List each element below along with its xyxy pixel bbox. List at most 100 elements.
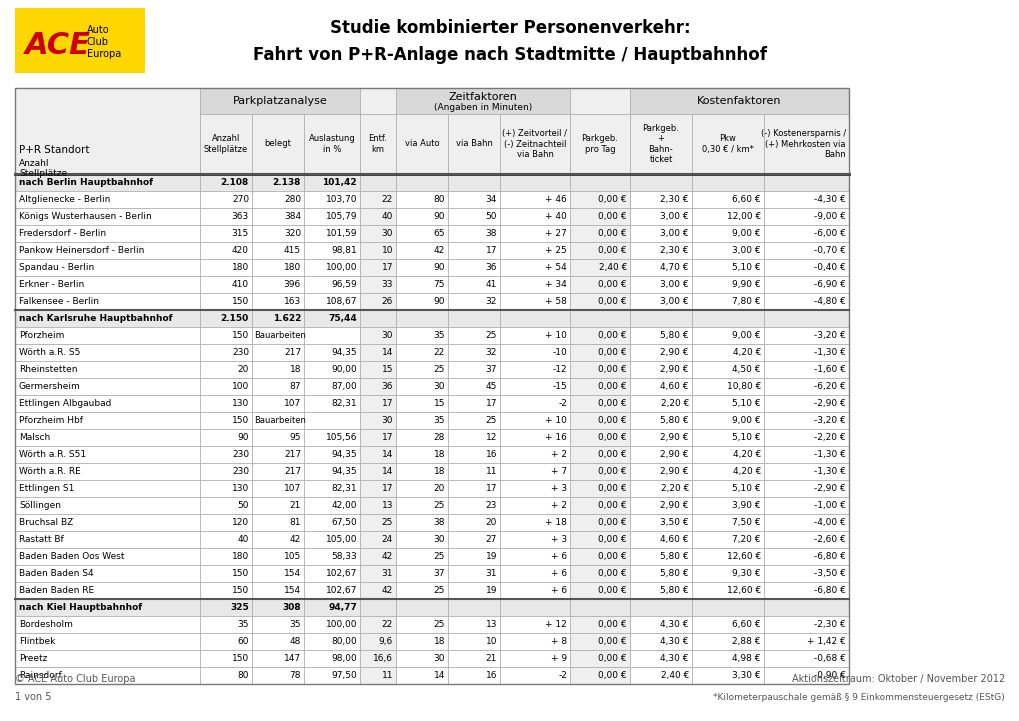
Text: Preetz: Preetz: [19, 654, 47, 663]
Bar: [763, 565, 848, 582]
Text: 4,20 €: 4,20 €: [732, 467, 760, 476]
Bar: [763, 599, 848, 616]
Text: P+R Standort: P+R Standort: [19, 145, 90, 155]
Text: 100,00: 100,00: [325, 620, 357, 629]
Bar: [630, 395, 691, 412]
Text: via Bahn: via Bahn: [455, 139, 492, 149]
Text: 94,77: 94,77: [328, 603, 357, 612]
Bar: [763, 531, 848, 548]
Text: 0,00 €: 0,00 €: [598, 280, 627, 289]
Bar: [304, 531, 360, 548]
Bar: [499, 191, 570, 208]
Text: Rainsdorf: Rainsdorf: [19, 671, 62, 680]
Text: 180: 180: [231, 263, 249, 272]
Text: 105,79: 105,79: [325, 212, 357, 221]
Bar: [570, 565, 630, 582]
Text: + 12: + 12: [545, 620, 567, 629]
Text: 12,60 €: 12,60 €: [726, 586, 760, 595]
Bar: [499, 114, 570, 174]
Bar: [15, 8, 145, 73]
Text: 280: 280: [283, 195, 301, 204]
Bar: [360, 293, 395, 310]
Text: 82,31: 82,31: [331, 399, 357, 408]
Text: 75: 75: [433, 280, 444, 289]
Text: 13: 13: [381, 501, 392, 510]
Text: ACE: ACE: [25, 32, 91, 61]
Text: Pforzheim Hbf: Pforzheim Hbf: [19, 416, 83, 425]
Bar: [691, 395, 763, 412]
Text: 0,00 €: 0,00 €: [598, 467, 627, 476]
Bar: [304, 582, 360, 599]
Text: 107: 107: [283, 399, 301, 408]
Bar: [630, 531, 691, 548]
Bar: [200, 327, 252, 344]
Bar: [499, 463, 570, 480]
Bar: [570, 242, 630, 259]
Text: Falkensee - Berlin: Falkensee - Berlin: [19, 297, 99, 306]
Text: 42,00: 42,00: [331, 501, 357, 510]
Text: Anzahl: Anzahl: [19, 159, 50, 169]
Text: 100,00: 100,00: [325, 263, 357, 272]
Bar: [304, 310, 360, 327]
Text: 6,60 €: 6,60 €: [732, 620, 760, 629]
Text: 105,00: 105,00: [325, 535, 357, 544]
Text: + 18: + 18: [544, 518, 567, 527]
Bar: [252, 378, 304, 395]
Bar: [304, 208, 360, 225]
Bar: [763, 497, 848, 514]
Bar: [15, 616, 200, 633]
Text: 230: 230: [231, 467, 249, 476]
Text: 2,90 €: 2,90 €: [660, 348, 688, 357]
Bar: [360, 463, 395, 480]
Text: 120: 120: [231, 518, 249, 527]
Text: 45: 45: [485, 382, 496, 391]
Bar: [304, 616, 360, 633]
Text: 108,67: 108,67: [325, 297, 357, 306]
Bar: [395, 565, 447, 582]
Text: 98,00: 98,00: [331, 654, 357, 663]
Bar: [630, 514, 691, 531]
Bar: [252, 429, 304, 446]
Text: 4,98 €: 4,98 €: [732, 654, 760, 663]
Bar: [252, 412, 304, 429]
Text: 36: 36: [381, 382, 392, 391]
Bar: [200, 395, 252, 412]
Text: 37: 37: [433, 569, 444, 578]
Text: Auslastung
in %: Auslastung in %: [309, 134, 355, 154]
Bar: [200, 378, 252, 395]
Bar: [763, 310, 848, 327]
Bar: [763, 667, 848, 684]
Text: 42: 42: [433, 246, 444, 255]
Bar: [200, 616, 252, 633]
Text: + 3: + 3: [550, 535, 567, 544]
Bar: [200, 412, 252, 429]
Bar: [304, 114, 360, 174]
Text: 40: 40: [237, 535, 249, 544]
Text: 81: 81: [289, 518, 301, 527]
Bar: [304, 463, 360, 480]
Bar: [15, 378, 200, 395]
Text: 2.150: 2.150: [220, 314, 249, 323]
Text: -4,30 €: -4,30 €: [813, 195, 845, 204]
Bar: [570, 480, 630, 497]
Text: 94,35: 94,35: [331, 348, 357, 357]
Text: 0,00 €: 0,00 €: [598, 348, 627, 357]
Text: 0,00 €: 0,00 €: [598, 229, 627, 238]
Bar: [691, 616, 763, 633]
Text: 42: 42: [381, 586, 392, 595]
Text: 87,00: 87,00: [331, 382, 357, 391]
Bar: [304, 667, 360, 684]
Text: 95: 95: [289, 433, 301, 442]
Bar: [763, 395, 848, 412]
Bar: [15, 531, 200, 548]
Bar: [763, 276, 848, 293]
Text: 5,10 €: 5,10 €: [732, 263, 760, 272]
Text: Anzahl
Stellplätze: Anzahl Stellplätze: [204, 134, 248, 154]
Text: 5,80 €: 5,80 €: [659, 569, 688, 578]
Bar: [447, 310, 499, 327]
Text: -3,50 €: -3,50 €: [813, 569, 845, 578]
Text: 3,00 €: 3,00 €: [659, 297, 688, 306]
Bar: [630, 412, 691, 429]
Bar: [691, 463, 763, 480]
Text: -6,00 €: -6,00 €: [813, 229, 845, 238]
